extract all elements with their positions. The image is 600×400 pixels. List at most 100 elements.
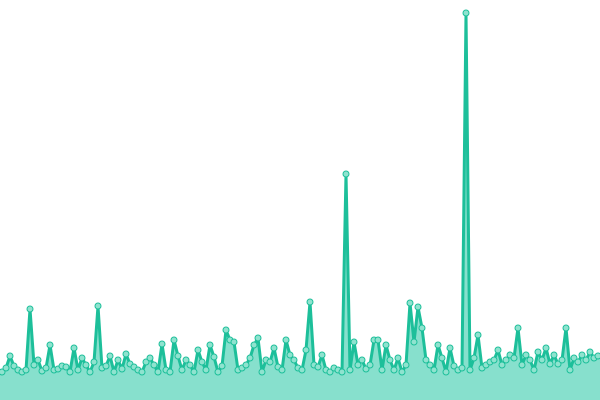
data-point [442,368,450,376]
data-point [498,361,506,369]
data-point [194,346,202,354]
data-point [206,341,214,349]
data-point [462,9,470,17]
data-point [178,366,186,374]
data-point [290,356,298,364]
data-point [594,352,600,360]
data-point [458,364,466,372]
data-point [282,336,290,344]
data-point [550,351,558,359]
data-point [418,324,426,332]
series-line [0,11,599,374]
data-point [406,299,414,307]
data-point [358,356,366,364]
data-point [346,366,354,374]
data-point [74,366,82,374]
data-point [174,352,182,360]
data-point [166,368,174,376]
data-point [250,341,258,349]
data-point [114,356,122,364]
data-point [450,362,458,370]
data-point [246,354,254,362]
series-area-fill [0,13,600,400]
data-point [490,356,498,364]
data-point [78,354,86,362]
data-point [434,341,442,349]
data-point [570,354,578,362]
data-point [534,348,542,356]
data-point [466,366,474,374]
data-point [26,305,34,313]
data-point [278,366,286,374]
data-point [494,346,502,354]
data-point [62,363,70,371]
data-point [422,356,430,364]
data-point [46,341,54,349]
data-point [106,352,114,360]
data-point [230,338,238,346]
data-point [202,366,210,374]
data-point [298,366,306,374]
data-point [90,358,98,366]
data-point [190,368,198,376]
data-point [366,361,374,369]
data-point [410,338,418,346]
data-point [154,368,162,376]
data-point [474,331,482,339]
data-points [0,9,600,376]
data-point [350,338,358,346]
data-point [438,354,446,362]
data-point [562,324,570,332]
data-point [514,324,522,332]
data-point [66,368,74,376]
data-point [70,344,78,352]
data-point [82,361,90,369]
data-point [186,361,194,369]
data-point [430,366,438,374]
data-point [318,351,326,359]
data-point [390,366,398,374]
data-point [286,351,294,359]
data-point [10,362,18,370]
data-point [538,356,546,364]
data-point [42,364,50,372]
data-point [402,361,410,369]
data-point [382,341,390,349]
data-point [158,340,166,348]
data-point [198,358,206,366]
data-point [574,358,582,366]
data-point [258,368,266,376]
data-point [242,361,250,369]
data-point [554,360,562,368]
data-point [30,361,38,369]
data-point [362,365,370,373]
data-point [210,353,218,361]
data-point [446,344,454,352]
data-point [266,358,274,366]
data-point [378,366,386,374]
data-point [214,368,222,376]
data-point [302,346,310,354]
data-point [502,356,510,364]
data-point [94,302,102,310]
data-point [110,368,118,376]
data-point [542,344,550,352]
data-point [546,360,554,368]
data-point [470,354,478,362]
data-point [142,358,150,366]
data-point [170,336,178,344]
data-point [566,366,574,374]
data-point [530,366,538,374]
data-point [34,356,42,364]
data-point [146,354,154,362]
data-point [118,365,126,373]
data-point [578,351,586,359]
data-point [306,298,314,306]
data-point [518,361,526,369]
data-point [122,350,130,358]
data-point [218,362,226,370]
data-point [86,368,94,376]
data-point [138,368,146,376]
data-point [342,170,350,178]
